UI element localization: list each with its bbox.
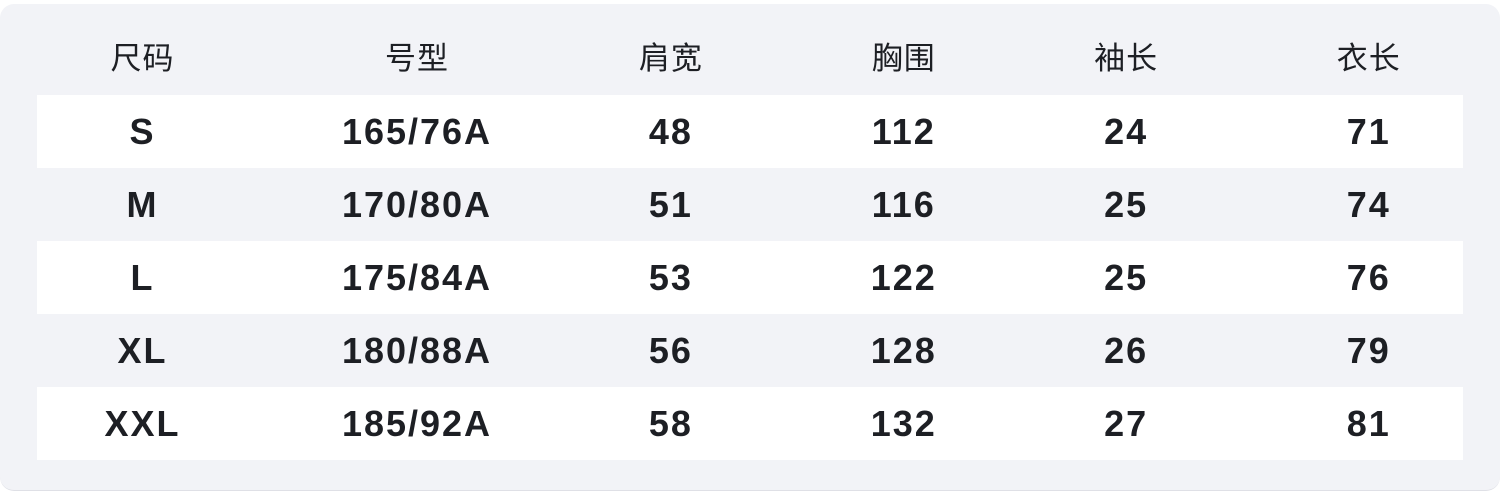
cell-spec: 180/88A [341,329,493,371]
cell-shoulder-width: 51 [648,183,693,225]
cell-shoulder-width: 48 [648,110,693,152]
cell-garment-length: 76 [1346,256,1391,298]
cell-size: S [129,110,156,152]
cell-size: M [126,183,159,225]
cell-spec: 170/80A [341,183,493,225]
cell-garment-length: 81 [1346,402,1391,444]
cell-spec: 165/76A [341,110,493,152]
header-cell-sleeve-length: 袖长 [1094,41,1159,76]
cell-garment-length: 79 [1346,329,1391,371]
cell-size: XXL [104,402,181,444]
cell-shoulder-width: 56 [648,329,693,371]
header-cell-spec: 号型 [385,41,449,76]
table-row-s: S 165/76A 48 112 24 71 [0,95,1500,168]
cell-garment-length: 71 [1346,110,1391,152]
cell-chest: 122 [870,256,937,298]
cell-shoulder-width: 58 [648,402,693,444]
cell-spec: 185/92A [341,402,493,444]
header-cell-size: 尺码 [110,41,175,76]
cell-sleeve-length: 25 [1104,256,1149,298]
header-cell-chest: 胸围 [871,41,936,76]
cell-chest: 128 [870,329,937,371]
cell-chest: 132 [870,402,937,444]
table-row-m: M 170/80A 51 116 25 74 [0,168,1500,241]
size-chart-panel: 尺码 号型 肩宽 胸围 袖长 衣长 S 165/76A 48 112 24 71… [0,4,1500,491]
cell-sleeve-length: 26 [1104,329,1149,371]
cell-size: L [130,256,155,298]
size-chart-table: 尺码 号型 肩宽 胸围 袖长 衣长 S 165/76A 48 112 24 71… [0,4,1500,460]
cell-chest: 116 [871,183,936,225]
cell-sleeve-length: 25 [1104,183,1149,225]
cell-size: XL [117,329,168,371]
header-cell-garment-length: 衣长 [1336,41,1401,76]
header-cell-shoulder-width: 肩宽 [638,41,703,76]
table-row-xl: XL 180/88A 56 128 26 79 [0,314,1500,387]
table-row-xxl: XXL 185/92A 58 132 27 81 [0,387,1500,460]
cell-sleeve-length: 24 [1104,110,1149,152]
table-row-l: L 175/84A 53 122 25 76 [0,241,1500,314]
cell-sleeve-length: 27 [1104,402,1149,444]
cell-shoulder-width: 53 [648,256,693,298]
header-row: 尺码 号型 肩宽 胸围 袖长 衣长 [0,4,1500,95]
cell-garment-length: 74 [1346,183,1391,225]
cell-spec: 175/84A [341,256,493,298]
cell-chest: 112 [871,110,936,152]
